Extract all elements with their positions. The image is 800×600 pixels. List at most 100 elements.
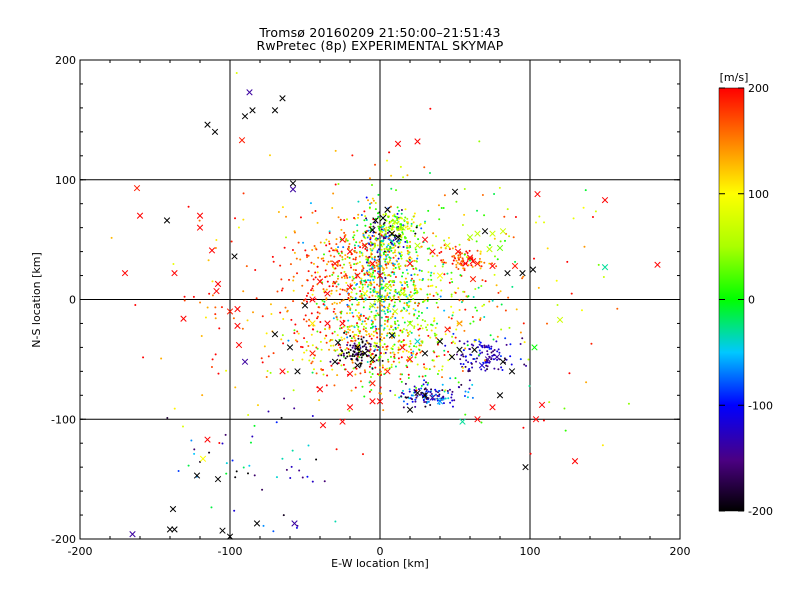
data-point-dot — [388, 260, 391, 263]
data-point-dot — [283, 397, 286, 400]
data-point-dot — [342, 246, 345, 249]
data-point-dot — [392, 246, 395, 249]
data-point-dot — [457, 385, 460, 388]
data-point-dot — [315, 346, 318, 349]
data-point-dot — [346, 341, 349, 344]
data-point-dot — [430, 271, 433, 274]
cross-stroke — [571, 458, 579, 465]
data-point-dot — [412, 298, 415, 301]
data-point-dot — [312, 368, 315, 371]
data-point-dot — [375, 344, 378, 347]
data-point-dot — [269, 371, 272, 374]
data-point-dot — [369, 279, 372, 282]
data-point-dot — [493, 349, 496, 352]
data-point-dot — [356, 298, 359, 301]
data-point-dot — [420, 387, 423, 390]
data-point-dot — [410, 331, 413, 334]
data-point-dot — [381, 269, 384, 272]
data-point-dot — [441, 261, 444, 264]
data-point-dot — [388, 250, 391, 253]
data-point-dot — [417, 328, 420, 331]
data-point-dot — [375, 264, 378, 267]
data-point-dot — [310, 289, 313, 292]
data-point-dot — [374, 329, 377, 332]
data-point-dot — [367, 256, 370, 259]
data-point-dot — [533, 257, 536, 260]
data-point-dot — [282, 514, 285, 517]
data-point-dot — [362, 300, 365, 303]
data-point-dot — [590, 342, 593, 345]
data-point-dot — [351, 154, 354, 157]
data-point-dot — [384, 295, 387, 298]
data-point-cross — [489, 230, 496, 237]
data-point-dot — [470, 264, 473, 267]
data-point-dot — [527, 358, 530, 361]
data-point-dot — [390, 174, 393, 177]
data-point-dot — [376, 259, 379, 262]
data-point-dot — [425, 397, 428, 400]
data-point-dot — [423, 400, 426, 403]
data-point-dot — [340, 349, 343, 352]
data-point-dot — [466, 344, 469, 347]
data-point-dot — [431, 244, 434, 247]
cross-stroke — [534, 190, 541, 198]
data-point-dot — [441, 389, 444, 392]
cross-stroke — [489, 404, 496, 411]
data-point-dot — [426, 296, 429, 299]
data-point-dot — [319, 340, 322, 343]
data-point-dot — [496, 305, 499, 308]
data-point-dot — [453, 254, 456, 257]
data-point-dot — [373, 349, 376, 352]
data-point-dot — [412, 283, 415, 286]
data-point-dot — [343, 289, 346, 292]
data-point-dot — [379, 224, 382, 227]
data-point-dot — [466, 340, 469, 343]
data-point-dot — [218, 327, 221, 330]
data-point-dot — [594, 210, 597, 213]
data-point-dot — [377, 248, 380, 251]
data-point-dot — [521, 277, 524, 280]
data-point-dot — [440, 259, 443, 262]
data-point-dot — [414, 405, 417, 408]
data-point-dot — [220, 306, 223, 309]
cross-stroke — [451, 188, 459, 195]
data-point-dot — [368, 371, 371, 374]
data-point-dot — [493, 237, 496, 240]
data-point-dot — [372, 247, 375, 250]
data-point-dot — [388, 256, 391, 259]
data-point-dot — [394, 254, 397, 257]
data-point-dot — [374, 231, 377, 234]
data-point-dot — [382, 328, 385, 331]
data-point-dot — [368, 335, 371, 338]
data-point-dot — [441, 383, 444, 386]
data-point-dot — [378, 366, 381, 369]
data-point-dot — [357, 213, 360, 216]
data-point-dot — [406, 335, 409, 338]
data-point-dot — [315, 372, 318, 375]
data-point-dot — [380, 392, 383, 395]
data-point-dot — [311, 293, 314, 296]
data-point-dot — [404, 382, 407, 385]
data-point-dot — [413, 325, 416, 328]
data-point-dot — [402, 392, 405, 395]
data-point-dot — [208, 292, 211, 295]
data-point-dot — [380, 316, 383, 319]
data-point-dot — [363, 279, 366, 282]
data-point-dot — [365, 348, 368, 351]
data-point-cross — [538, 401, 546, 409]
data-point-dot — [522, 426, 525, 429]
data-point-dot — [286, 310, 289, 313]
data-point-dot — [359, 246, 362, 249]
data-point-dot — [407, 333, 410, 336]
data-point-cross — [331, 358, 339, 365]
data-point-dot — [350, 324, 353, 327]
data-point-dot — [383, 234, 386, 237]
data-point-dot — [418, 334, 421, 337]
data-point-dot — [443, 353, 446, 356]
data-point-dot — [443, 261, 446, 264]
data-point-dot — [331, 303, 334, 306]
data-point-cross — [346, 370, 354, 377]
data-point-dot — [360, 323, 363, 326]
data-point-dot — [361, 340, 364, 343]
data-point-dot — [410, 351, 413, 354]
